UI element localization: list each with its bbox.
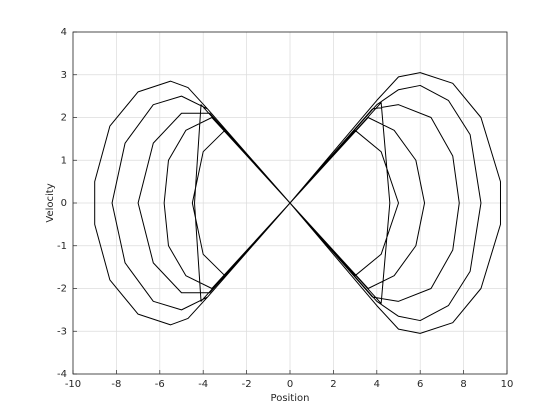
- y-tick-label: 1: [61, 155, 67, 166]
- y-tick-label: -3: [57, 326, 67, 337]
- y-tick-label: -1: [57, 241, 67, 252]
- x-tick-label: -4: [198, 379, 208, 390]
- x-tick-label: -10: [65, 379, 81, 390]
- plot-frame: [72, 31, 508, 375]
- x-tick-label: -8: [111, 379, 121, 390]
- y-tick-label: 3: [61, 70, 67, 81]
- y-tick-label: 4: [61, 27, 67, 38]
- x-tick-label: -6: [155, 379, 165, 390]
- x-axis-label: Position: [271, 393, 310, 404]
- y-axis-label: Velocity: [45, 183, 56, 222]
- x-tick-label: 0: [287, 379, 293, 390]
- y-tick-label: 2: [61, 113, 67, 124]
- x-tick-label: 10: [501, 379, 514, 390]
- data-line: [94, 72, 501, 334]
- x-tick-label: 2: [330, 379, 336, 390]
- x-tick-label: -2: [242, 379, 252, 390]
- x-tick-label: 4: [374, 379, 380, 390]
- x-tick-label: 6: [417, 379, 423, 390]
- x-tick-label: 8: [460, 379, 466, 390]
- y-tick-label: -2: [57, 284, 67, 295]
- y-tick-label: 0: [61, 198, 67, 209]
- y-tick-label: -4: [57, 369, 67, 380]
